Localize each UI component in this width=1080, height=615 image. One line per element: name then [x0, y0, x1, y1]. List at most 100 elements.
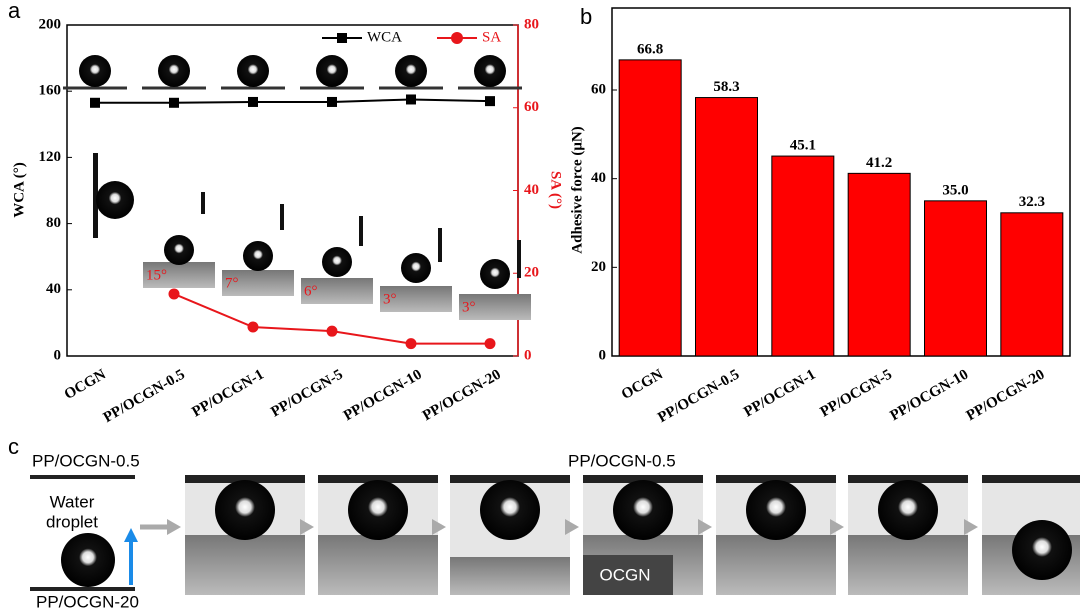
sample-label: PP/OCGN-0.5	[32, 451, 140, 470]
droplet	[348, 480, 408, 540]
substrate	[30, 587, 135, 591]
bar	[924, 200, 987, 357]
y-tick-label: 40	[591, 170, 606, 186]
inset-droplet	[79, 55, 111, 87]
step-arrowhead	[565, 519, 579, 535]
substrate	[185, 535, 305, 595]
arrowhead	[124, 528, 138, 542]
panel-label: a	[8, 0, 21, 23]
x-tick-label: PP/OCGN-0.5	[655, 367, 742, 426]
inset-droplet	[322, 247, 352, 277]
substrate	[318, 475, 438, 483]
bar	[771, 155, 835, 357]
inset-droplet	[96, 181, 134, 219]
inset-droplet	[480, 259, 510, 289]
inset-photo	[459, 294, 531, 320]
substrate	[716, 475, 836, 483]
x-tick-label: PP/OCGN-20	[420, 367, 504, 425]
angle-label: 7°	[225, 275, 239, 291]
point	[168, 288, 180, 300]
inset-droplet	[158, 55, 190, 87]
inset-droplet	[316, 55, 348, 87]
droplet	[61, 533, 115, 587]
ocgn-block	[583, 555, 673, 595]
droplet-label: Water	[50, 492, 95, 511]
y2-axis-title: SA (°)	[548, 171, 564, 209]
panel-label: b	[580, 4, 592, 29]
point	[326, 325, 338, 337]
inset-photo	[222, 270, 294, 296]
inset-needle	[93, 153, 98, 238]
plot-frame	[611, 7, 1071, 357]
value-label: 41.2	[866, 155, 892, 171]
y-tick-label: 0	[54, 347, 62, 363]
x-tick-label: PP/OCGN-5	[818, 367, 895, 421]
y2-tick-label: 40	[524, 182, 539, 198]
inset-photo	[143, 262, 215, 288]
substrate	[716, 535, 836, 595]
substrate	[30, 475, 135, 479]
droplet	[215, 480, 275, 540]
inset-needle	[517, 240, 521, 278]
legend-label: WCA	[367, 29, 402, 45]
droplet	[613, 480, 673, 540]
step-arrowhead	[300, 519, 314, 535]
y2-tick-label: 0	[524, 347, 532, 363]
step-arrowhead	[698, 519, 712, 535]
value-label: 66.8	[637, 41, 663, 57]
angle-label: 3°	[462, 299, 476, 315]
y-axis-title: Adhesive force (μN)	[569, 126, 585, 253]
substrate	[318, 535, 438, 595]
value-label: 45.1	[790, 138, 816, 154]
inset-needle	[201, 192, 205, 214]
inset-droplet	[164, 235, 194, 265]
substrate	[450, 557, 570, 595]
panel-c-photos	[30, 475, 1080, 595]
droplet	[480, 480, 540, 540]
x-tick-label: PP/OCGN-5	[268, 367, 345, 421]
y-tick-label: 120	[39, 149, 62, 165]
y-tick-label: 20	[591, 259, 606, 275]
x-tick-label: OCGN	[62, 367, 109, 403]
point	[248, 96, 258, 107]
legend-marker	[451, 32, 463, 44]
step-arrowhead	[432, 519, 446, 535]
y-tick-label: 0	[599, 347, 607, 363]
inset-photo	[301, 278, 373, 304]
sample-label: PP/OCGN-20	[36, 592, 139, 611]
bar	[618, 59, 682, 357]
point	[485, 96, 495, 107]
x-tick-label: PP/OCGN-0.5	[101, 367, 188, 426]
y-tick-label: 80	[46, 215, 61, 231]
value-label: 35.0	[942, 182, 968, 198]
inset-droplet	[237, 55, 269, 87]
legend-marker	[337, 33, 347, 43]
droplet	[1012, 520, 1072, 580]
inset-droplet	[401, 253, 431, 283]
bar	[847, 172, 911, 357]
point	[169, 97, 179, 108]
series-line	[95, 98, 491, 104]
x-tick-label: PP/OCGN-1	[189, 367, 266, 421]
x-tick-label: OCGN	[619, 367, 666, 403]
substrate	[848, 475, 968, 483]
substrate	[848, 535, 968, 595]
step-arrowhead	[167, 519, 181, 535]
bar	[1000, 212, 1064, 357]
droplet-label: droplet	[46, 512, 98, 531]
y-tick-label: 40	[46, 281, 61, 297]
ocgn-label: OCGN	[600, 565, 651, 584]
x-tick-label: PP/OCGN-1	[741, 367, 818, 421]
substrate	[982, 475, 1080, 483]
inset-needle	[438, 228, 442, 262]
y2-tick-label: 60	[524, 99, 539, 115]
x-tick-label: PP/OCGN-10	[341, 367, 425, 425]
x-tick-label: PP/OCGN-20	[964, 367, 1048, 425]
y-tick-label: 200	[39, 16, 62, 32]
y2-tick-label: 20	[524, 265, 539, 281]
y-tick-label: 160	[39, 83, 62, 99]
legend-label: SA	[482, 29, 501, 45]
substrate	[583, 475, 703, 483]
value-label: 58.3	[713, 79, 739, 95]
